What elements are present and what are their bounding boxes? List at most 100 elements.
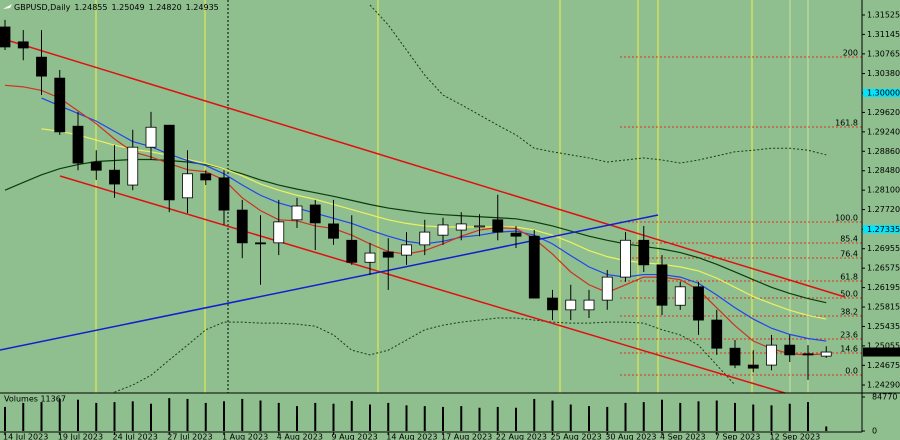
volume-bar <box>314 402 317 431</box>
x-tick-label: 17 Aug 2023 <box>441 433 492 440</box>
fib-label: 61.8 <box>840 272 858 281</box>
volume-bar <box>369 404 371 431</box>
volume-bar <box>58 398 61 431</box>
y-tick-label: 1.26575 <box>867 264 900 273</box>
volume-bar <box>387 402 390 431</box>
volume-bar <box>168 398 171 431</box>
volume-bar <box>332 403 335 431</box>
trend-line <box>0 214 659 351</box>
volume-bar <box>150 403 152 431</box>
candle-body <box>36 56 47 77</box>
last-price-label: 1.24935 <box>867 348 900 357</box>
candle-body <box>163 124 175 201</box>
y-tick-label: 1.28480 <box>867 166 900 175</box>
volume-bar <box>296 406 298 431</box>
volume-bar <box>95 402 98 431</box>
y-tick-label: 1.26195 <box>867 283 900 292</box>
x-tick-label: 24 Jul 2023 <box>113 433 158 440</box>
candle-body <box>474 225 485 228</box>
volume-bar <box>131 401 134 431</box>
y-tick-label: 1.25055 <box>867 341 900 350</box>
y-tick-label: 1.30380 <box>867 69 900 78</box>
volume-bar <box>788 403 791 431</box>
candle-body <box>802 353 814 356</box>
fib-label: 200 <box>843 49 858 58</box>
x-tick-label: 4 Aug 2023 <box>277 433 323 440</box>
candle-body <box>127 146 139 186</box>
candle-body <box>455 223 467 231</box>
candle-body <box>273 221 285 244</box>
channel-lower <box>59 175 786 394</box>
fib-label: 85.4 <box>840 235 858 244</box>
volume-bar <box>734 402 736 431</box>
volume-bar <box>241 398 244 431</box>
candle-body <box>218 177 230 211</box>
volume-bar <box>569 404 572 431</box>
fibonacci-levels: 200 161.8 100.0 85.4 76.4 61.8 50.0 38.2 23.6 14.… <box>620 49 862 376</box>
volume-bar <box>679 402 682 431</box>
volume-bar <box>642 402 645 431</box>
volume-bar <box>259 400 262 431</box>
candle-body <box>0 26 11 48</box>
indicator-line <box>4 158 827 304</box>
fib-label: 38.2 <box>840 308 858 317</box>
volume-bar <box>204 402 207 431</box>
volume-bar <box>77 399 79 431</box>
x-tick-label: 1 Aug 2023 <box>222 433 268 440</box>
y-tick-label: 1.30000 <box>867 88 900 97</box>
volume-bar <box>40 402 43 431</box>
volume-bar <box>277 402 280 431</box>
candle-body <box>510 232 522 237</box>
y-tick-label: 1.25435 <box>867 322 900 331</box>
candle-body <box>583 299 595 311</box>
y-tick-label: 1.31145 <box>867 30 900 39</box>
y-tick-label: 1.29620 <box>867 108 900 117</box>
candle-body <box>200 173 212 181</box>
candle-body <box>382 251 394 258</box>
x-tick-label: 12 Sep 2023 <box>770 433 821 440</box>
volume-bar <box>405 405 408 431</box>
fib-label: 76.4 <box>840 250 858 259</box>
chart-header: GBPUSD,Daily 1.24855 1.25049 1.24820 1.24935 <box>14 3 219 12</box>
volume-bar <box>624 402 627 431</box>
volume-bar <box>350 400 353 431</box>
volume-bar <box>423 406 426 431</box>
fib-label: 23.6 <box>840 330 858 339</box>
x-tick-label: 25 Aug 2023 <box>551 433 602 440</box>
x-tick-label: 30 Aug 2023 <box>605 433 656 440</box>
candle-body <box>620 239 631 278</box>
axes: 1.31525 1.31145 1.30765 1.30380 1.30000 1.296… <box>3 10 900 440</box>
y-tick-label: 84770 <box>872 393 897 402</box>
y-tick-label: 1.28860 <box>867 147 900 156</box>
x-tick-label: 14 Jul 2023 <box>3 433 48 440</box>
candle-body <box>784 344 796 356</box>
fib-label: 14.6 <box>840 345 858 354</box>
candle-body <box>437 224 449 236</box>
candle-body <box>565 299 577 311</box>
candle-body <box>547 297 558 311</box>
volume-bar <box>551 400 554 431</box>
volume-bar <box>4 406 6 431</box>
volume-bar <box>223 401 225 431</box>
candles <box>0 19 832 431</box>
header-price: 1.24855 <box>74 3 107 12</box>
candle-body <box>747 364 759 369</box>
fib-label: 100.0 <box>835 214 858 223</box>
volume-bar <box>515 407 517 431</box>
last-price-box <box>863 347 900 357</box>
volume-bar <box>752 404 755 431</box>
volume-bar <box>770 405 773 431</box>
volume-bar <box>442 406 444 431</box>
indicator-line <box>114 317 736 393</box>
y-tick-label: 1.26955 <box>867 244 900 253</box>
y-tick-label: 1.27335 <box>867 225 900 234</box>
candle-body <box>401 244 412 256</box>
y-tick-label: 1.24290 <box>867 381 900 390</box>
candle-body <box>364 252 376 263</box>
candle-body <box>182 173 193 199</box>
volume-title: Volumes 11367 <box>4 395 66 404</box>
candle-body <box>109 169 120 185</box>
candle-body <box>90 161 102 171</box>
volume-bar <box>22 402 25 431</box>
